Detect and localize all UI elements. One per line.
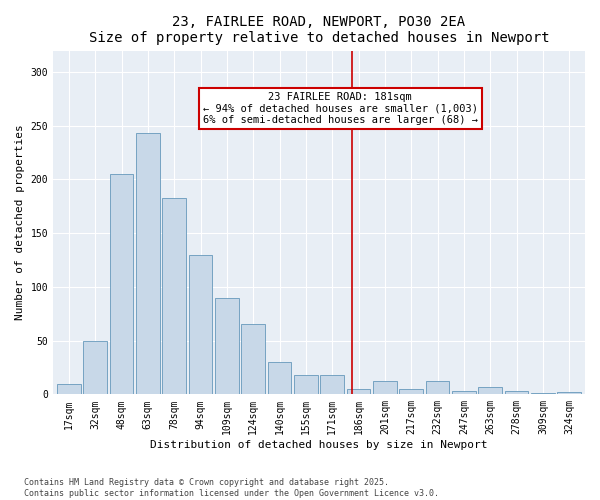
Y-axis label: Number of detached properties: Number of detached properties — [15, 124, 25, 320]
X-axis label: Distribution of detached houses by size in Newport: Distribution of detached houses by size … — [150, 440, 488, 450]
Bar — [110, 174, 133, 394]
Bar — [425, 382, 449, 394]
Bar — [136, 134, 160, 394]
Bar — [400, 389, 423, 394]
Bar — [57, 384, 80, 394]
Title: 23, FAIRLEE ROAD, NEWPORT, PO30 2EA
Size of property relative to detached houses: 23, FAIRLEE ROAD, NEWPORT, PO30 2EA Size… — [89, 15, 550, 45]
Bar — [241, 324, 265, 394]
Bar — [347, 389, 370, 394]
Bar — [163, 198, 186, 394]
Bar — [215, 298, 239, 394]
Bar — [268, 362, 292, 394]
Bar — [505, 391, 529, 394]
Bar — [320, 375, 344, 394]
Bar — [188, 254, 212, 394]
Bar — [478, 387, 502, 394]
Bar — [557, 392, 581, 394]
Text: Contains HM Land Registry data © Crown copyright and database right 2025.
Contai: Contains HM Land Registry data © Crown c… — [24, 478, 439, 498]
Bar — [83, 340, 107, 394]
Bar — [373, 382, 397, 394]
Bar — [294, 375, 318, 394]
Text: 23 FAIRLEE ROAD: 181sqm
← 94% of detached houses are smaller (1,003)
6% of semi-: 23 FAIRLEE ROAD: 181sqm ← 94% of detache… — [203, 92, 478, 125]
Bar — [452, 391, 476, 394]
